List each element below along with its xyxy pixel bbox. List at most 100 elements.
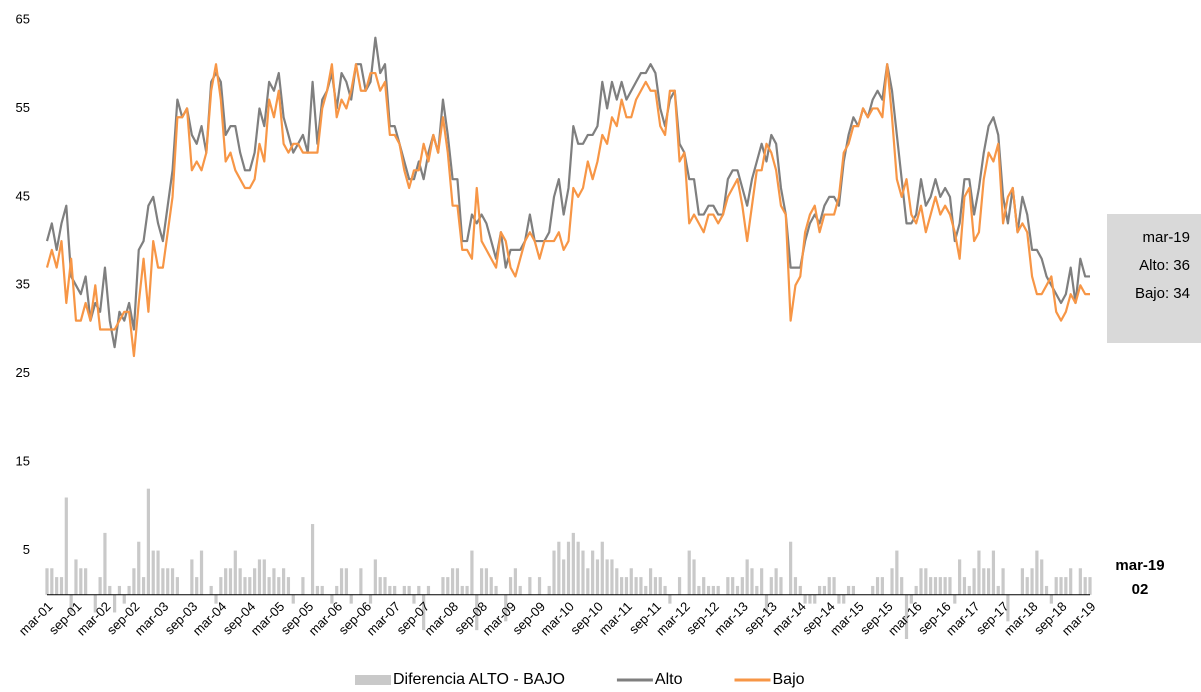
bar (842, 594, 846, 604)
bar (224, 568, 228, 595)
bar (779, 577, 783, 595)
y-tick-label: 15 (16, 454, 30, 469)
bar (982, 568, 986, 595)
bar (692, 559, 696, 595)
y-tick-label: 5 (23, 542, 30, 557)
bar (1035, 550, 1039, 595)
bar (209, 585, 213, 595)
bar (610, 559, 614, 595)
legend-label: Diferencia ALTO - BAJO (393, 671, 565, 688)
bar (644, 585, 648, 595)
bar (813, 594, 817, 604)
bar (368, 594, 373, 604)
bar (146, 488, 151, 595)
diff-label: 02 (1132, 581, 1149, 598)
bar (393, 585, 397, 595)
bar (1020, 568, 1024, 595)
bar (79, 568, 83, 595)
bar (103, 532, 107, 595)
bar (248, 577, 252, 595)
tooltip-line: Alto: 36 (1139, 257, 1190, 274)
bar (914, 585, 918, 595)
bar (755, 585, 759, 595)
bar (624, 577, 629, 595)
bar (1044, 585, 1049, 595)
bar (764, 594, 769, 613)
bar (93, 594, 97, 613)
bar (426, 585, 431, 595)
bar (943, 577, 947, 595)
tooltip-title: mar-19 (1142, 229, 1190, 246)
bar (653, 577, 658, 595)
bar (706, 585, 711, 595)
bar (808, 594, 812, 604)
bar (199, 550, 204, 595)
bar (615, 568, 619, 595)
bar (407, 585, 411, 595)
bar (494, 585, 498, 595)
bar (629, 568, 633, 595)
bar (1054, 577, 1058, 595)
bar (677, 577, 682, 595)
bar (1088, 577, 1092, 595)
bar (1064, 577, 1068, 595)
bar (253, 568, 257, 595)
bar (166, 568, 170, 595)
bar (446, 577, 450, 595)
bar (214, 594, 218, 604)
bar (769, 577, 773, 595)
bar (489, 577, 493, 595)
bar (504, 594, 508, 622)
bar (837, 594, 841, 604)
bar (760, 568, 764, 595)
bar (827, 577, 831, 595)
bar (243, 577, 247, 595)
bar (909, 594, 913, 604)
bar (1006, 594, 1010, 622)
bar (726, 577, 730, 595)
bar (924, 568, 928, 595)
bar (900, 577, 904, 595)
bar (962, 577, 967, 595)
bar (562, 559, 566, 595)
bar (750, 568, 754, 595)
bar (291, 594, 295, 604)
bar (161, 568, 165, 595)
bar (798, 585, 802, 595)
bar (1025, 577, 1029, 595)
bar (470, 550, 474, 595)
bar (586, 568, 590, 595)
bar (803, 594, 807, 604)
bar (55, 577, 59, 595)
bar (412, 594, 416, 604)
bar (890, 568, 894, 595)
legend-label: Bajo (773, 671, 805, 688)
bar (190, 559, 194, 595)
bar (735, 585, 740, 595)
bar (566, 541, 571, 595)
bar (122, 594, 126, 604)
bar (996, 585, 1000, 595)
bar (460, 585, 464, 595)
x-tick-label: mar-11 (596, 599, 635, 638)
y-tick-label: 65 (16, 11, 30, 26)
bar (620, 577, 624, 595)
bar (1078, 568, 1082, 595)
bar (967, 585, 971, 595)
bar (1030, 568, 1034, 595)
bar (508, 577, 513, 595)
bar (537, 577, 542, 595)
bar (832, 577, 836, 595)
bar (774, 568, 778, 595)
bar (286, 577, 291, 595)
bar (422, 594, 426, 631)
bar (64, 497, 68, 595)
bar (277, 577, 281, 595)
bar (108, 585, 112, 595)
bar (301, 577, 305, 595)
bar (441, 577, 445, 595)
bar (740, 577, 744, 595)
bar (702, 577, 706, 595)
bar (84, 568, 88, 595)
